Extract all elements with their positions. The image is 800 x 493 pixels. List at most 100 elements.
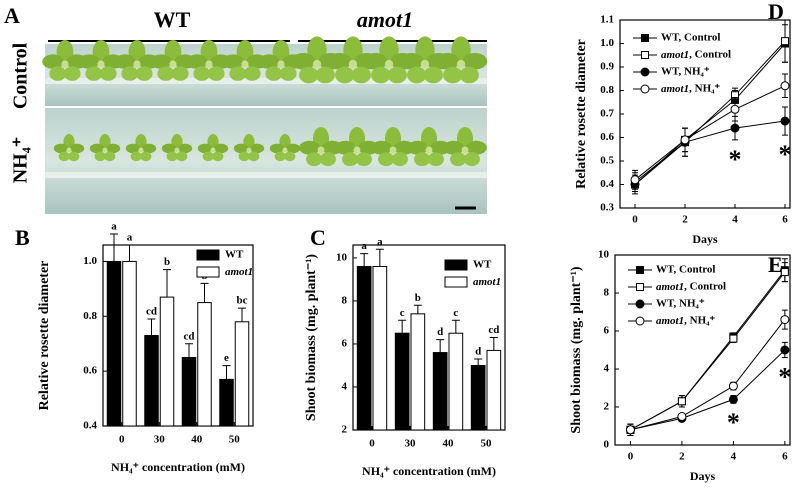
bar [122,260,137,427]
marker [680,135,690,145]
error-bar [110,233,118,262]
legend-swatch [196,266,220,278]
y-tick-label: 0.4 [83,420,97,432]
legend-marker [641,51,649,59]
marker [730,104,740,114]
legend-marker [641,34,649,42]
x-tick-label: 0 [628,451,634,463]
significance-letter: cd [146,306,157,318]
line [634,40,786,183]
x-tick-label: 30 [154,434,166,446]
bar [410,313,426,431]
x-tick-label: 0 [632,214,638,226]
error-bar [489,337,498,351]
significance-letter: d [475,346,481,358]
panel-label: A [4,3,20,28]
x-tick-label: 0 [119,434,125,446]
y-tick-label: 6 [604,325,610,337]
legend-label: WT, Control [656,264,716,276]
y-tick-label: 0.6 [83,365,97,377]
line [634,85,786,181]
x-tick-label: 4 [732,214,738,226]
annotation: * [727,408,740,437]
significance-letter: bc [237,295,248,307]
marker [781,37,789,46]
significance-letter: a [361,240,367,252]
legend-swatch [444,259,468,271]
legend-marker [635,299,645,309]
bar [470,364,486,431]
bar [159,296,175,427]
error-bar [147,318,156,336]
legend-marker [636,266,644,274]
y-tick-label: 1.0 [83,255,97,267]
significance-letter: e [224,352,229,364]
marker [780,315,790,325]
panel-label: B [15,225,30,250]
bar [486,349,502,431]
line [634,43,786,185]
legend-marker [640,67,650,77]
x-axis-label: NH₄⁺ concentration (mM) [111,460,245,474]
significance-letter: a [111,221,117,233]
error-bar [474,358,483,366]
legend-label: WT, Control [661,32,721,44]
y-tick-label: 8 [342,294,348,306]
row-label: NH₄⁺ [10,137,32,184]
annotation: * [729,145,742,174]
marker [729,334,738,343]
bar [372,266,388,431]
y-axis-label: Shoot biomass (mg. plant⁻¹) [304,254,319,422]
marker [780,268,789,277]
marker [730,123,740,133]
error-bar [163,269,171,298]
significance-letter: c [400,307,405,319]
significance-letter: cd [184,330,195,342]
line [630,319,786,431]
x-tick-label: 30 [405,438,417,450]
line [630,349,786,431]
plot-frame [352,244,506,431]
legend-label: amot1, NH₄⁺ [661,83,720,95]
legend-label: amot1, Control [661,49,731,61]
legend-label: amot1, NH₄⁺ [656,315,715,327]
legend-label: WT [225,249,244,261]
bar [394,332,410,431]
legend-label: WT [473,259,492,271]
x-tick-label: 2 [679,451,685,463]
y-tick-label: 0.3 [600,202,614,214]
marker [677,412,687,421]
y-tick-label: 0.6 [600,131,614,143]
x-tick-label: 40 [443,438,455,450]
line [634,120,786,185]
y-tick-label: 8 [604,287,610,299]
panel-label: C [310,225,326,250]
x-axis-label: Days [690,469,716,483]
bar [448,332,464,431]
bar [356,266,372,431]
annotation: * [779,140,792,169]
row-label: Control [10,42,32,109]
panel-a: A WT amot1 Control NH₄⁺ [4,3,488,214]
legend-marker [640,84,650,94]
bar [219,378,234,427]
y-tick-label: 0.7 [600,108,614,120]
x-tick-label: 2 [682,214,688,226]
marker [677,397,686,406]
legend-swatch [444,276,468,288]
bar [432,352,448,431]
y-axis-label: Relative rosette diameter [574,39,589,189]
marker [630,175,640,185]
error-bar [222,365,231,380]
error-bar [398,319,407,334]
significance-letter: c [453,307,458,319]
annotation: * [778,363,791,392]
legend-label: amot1 [473,276,501,288]
legend-swatch [196,249,220,261]
error-bar [436,339,445,353]
significance-letter: a [377,236,383,248]
bar [106,260,122,427]
x-tick-label: 6 [782,214,788,226]
bar [181,356,197,427]
